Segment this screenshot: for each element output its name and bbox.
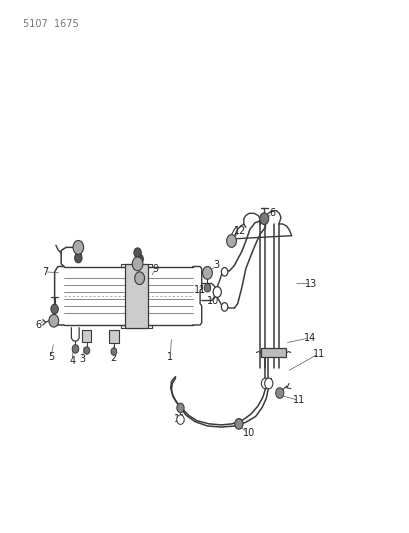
- Circle shape: [202, 266, 212, 279]
- Bar: [264, 377, 270, 382]
- Circle shape: [134, 248, 141, 257]
- Circle shape: [176, 415, 184, 424]
- Circle shape: [84, 347, 90, 354]
- Text: 6: 6: [269, 208, 275, 219]
- Text: 5: 5: [48, 352, 54, 362]
- Circle shape: [51, 304, 58, 314]
- Text: 9: 9: [152, 264, 158, 274]
- Text: 13: 13: [304, 279, 317, 288]
- Bar: [109, 330, 119, 343]
- Circle shape: [234, 418, 243, 429]
- Circle shape: [49, 314, 58, 327]
- Bar: [125, 264, 147, 328]
- Text: 14: 14: [303, 333, 316, 343]
- Text: 8: 8: [76, 241, 83, 251]
- Bar: [82, 330, 91, 342]
- Circle shape: [259, 213, 268, 224]
- Circle shape: [135, 272, 144, 285]
- Circle shape: [72, 345, 79, 353]
- Text: 12: 12: [234, 227, 246, 237]
- Text: 8: 8: [134, 251, 140, 261]
- Text: 2: 2: [110, 353, 116, 363]
- Circle shape: [221, 303, 227, 311]
- Text: 11: 11: [193, 286, 206, 295]
- Circle shape: [204, 284, 210, 292]
- Circle shape: [221, 268, 227, 276]
- Text: 4: 4: [69, 356, 75, 366]
- Circle shape: [176, 403, 184, 413]
- Circle shape: [74, 253, 82, 263]
- Circle shape: [275, 387, 283, 398]
- Text: 11: 11: [292, 395, 304, 406]
- Text: 11: 11: [173, 414, 185, 424]
- Text: 3: 3: [213, 261, 219, 270]
- Circle shape: [226, 235, 236, 247]
- Circle shape: [213, 287, 221, 297]
- Text: 6: 6: [36, 320, 42, 330]
- Circle shape: [73, 240, 83, 254]
- Text: 5107  1675: 5107 1675: [23, 19, 79, 29]
- Text: 10: 10: [242, 429, 254, 439]
- Text: 11: 11: [312, 349, 324, 359]
- Text: 10: 10: [207, 296, 219, 306]
- Circle shape: [261, 378, 269, 389]
- Circle shape: [111, 348, 117, 356]
- Text: 3: 3: [79, 354, 85, 364]
- Circle shape: [136, 254, 143, 264]
- Circle shape: [132, 257, 143, 271]
- Circle shape: [264, 378, 272, 389]
- Bar: [261, 349, 285, 357]
- Text: 7: 7: [42, 267, 48, 277]
- Text: 1: 1: [167, 352, 173, 362]
